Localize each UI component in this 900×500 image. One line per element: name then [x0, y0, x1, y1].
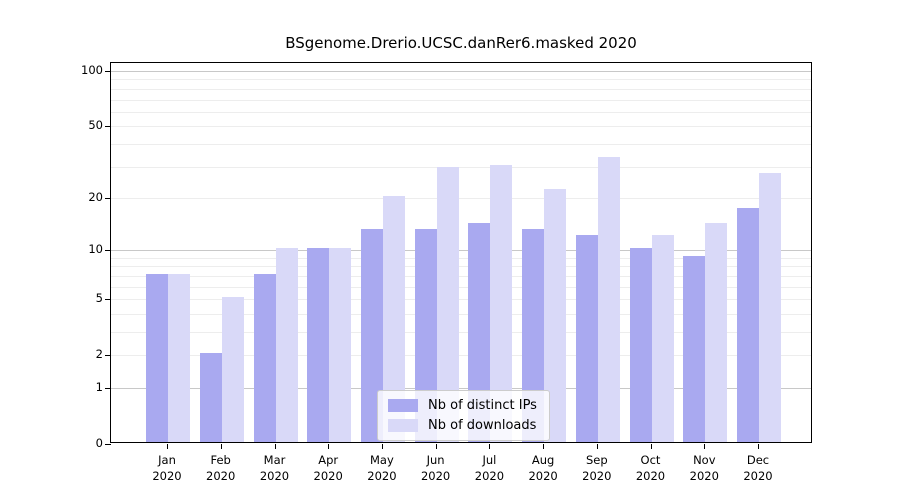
- y-tick-mark: [105, 299, 111, 301]
- bar-downloads: [651, 234, 674, 442]
- gridline-minor: [111, 275, 811, 277]
- x-tick-label: May 2020: [367, 453, 397, 483]
- bar-distinct-ips: [522, 228, 545, 442]
- x-tick-mark: [758, 444, 759, 449]
- x-tick-mark: [704, 444, 706, 449]
- x-tick-label: Feb 2020: [206, 453, 236, 483]
- y-tick-label: 10: [88, 242, 103, 257]
- bar-downloads: [597, 157, 620, 442]
- bar-distinct-ips: [360, 228, 383, 442]
- bar-downloads: [544, 188, 567, 442]
- bar-downloads: [329, 248, 352, 442]
- plot-area: Nb of distinct IPs Nb of downloads: [105, 62, 812, 445]
- y-tick-label: 1: [95, 380, 103, 394]
- legend: Nb of distinct IPs Nb of downloads: [377, 390, 550, 441]
- legend-entry-downloads: Nb of downloads: [388, 418, 537, 433]
- y-tick-label: 5: [95, 291, 103, 306]
- bar-downloads: [221, 297, 244, 442]
- x-tick-mark: [274, 444, 276, 449]
- legend-entry-distinct-ips: Nb of distinct IPs: [388, 398, 537, 413]
- legend-label-downloads: Nb of downloads: [428, 418, 537, 433]
- legend-swatch-distinct-ips: [388, 399, 418, 412]
- x-tick-mark: [435, 444, 437, 449]
- y-tick-label: 20: [88, 189, 103, 204]
- x-tick-mark: [596, 444, 598, 449]
- gridline-minor: [111, 257, 811, 259]
- bar-downloads: [168, 273, 190, 442]
- x-tick-mark: [167, 444, 168, 449]
- bar-distinct-ips: [146, 273, 168, 442]
- y-tick-mark: [105, 250, 111, 252]
- gridline-minor: [111, 266, 811, 268]
- x-tick-label: Mar 2020: [259, 453, 290, 483]
- x-tick-label: Jun 2020: [420, 453, 451, 483]
- gridline-minor: [111, 286, 811, 288]
- y-tick-mark: [105, 444, 111, 445]
- gridline-minor: [111, 332, 811, 333]
- legend-label-distinct-ips: Nb of distinct IPs: [428, 398, 537, 413]
- x-tick-mark: [650, 444, 652, 449]
- gridline-major: [111, 388, 811, 389]
- bar-distinct-ips: [683, 255, 706, 442]
- bar-distinct-ips: [468, 223, 491, 442]
- bar-downloads: [382, 195, 405, 442]
- bar-downloads: [490, 164, 513, 442]
- gridline-minor: [111, 88, 811, 90]
- x-tick-label: Nov 2020: [689, 453, 719, 483]
- y-tick-label: 2: [95, 347, 103, 362]
- x-tick-label: Dec 2020: [743, 453, 773, 483]
- y-tick-label: 100: [81, 63, 103, 77]
- y-tick-mark: [105, 71, 111, 72]
- gridline-minor: [111, 79, 811, 81]
- gridline-minor: [111, 111, 811, 113]
- y-tick-mark: [105, 388, 111, 389]
- y-tick-mark: [105, 197, 111, 199]
- x-tick-label: Jul 2020: [474, 453, 505, 483]
- bar-downloads: [275, 248, 298, 442]
- gridline-minor: [111, 197, 811, 199]
- bar-distinct-ips: [629, 248, 652, 442]
- gridline-minor: [111, 166, 811, 168]
- x-tick-mark: [489, 444, 491, 449]
- y-tick-mark: [105, 126, 111, 128]
- x-tick-label: Aug 2020: [528, 453, 558, 483]
- gridline-major: [111, 250, 811, 252]
- x-tick-mark: [381, 444, 383, 449]
- bar-downloads: [759, 172, 781, 442]
- bar-distinct-ips: [737, 208, 759, 442]
- x-tick-mark: [220, 444, 222, 449]
- x-tick-label: Sep 2020: [582, 453, 612, 483]
- bar-distinct-ips: [307, 248, 330, 442]
- bar-distinct-ips: [199, 353, 222, 442]
- bar-distinct-ips: [253, 273, 276, 442]
- gridline-minor: [111, 299, 811, 301]
- gridline-minor: [111, 99, 811, 101]
- bar-distinct-ips: [414, 228, 437, 442]
- x-tick-label: Jan 2020: [152, 453, 182, 483]
- x-tick-mark: [328, 444, 330, 449]
- bar-distinct-ips: [575, 234, 598, 442]
- chart-title: BSgenome.Drerio.UCSC.danRer6.masked 2020: [285, 34, 637, 52]
- bar-downloads: [705, 223, 728, 442]
- x-tick-label: Apr 2020: [313, 453, 343, 483]
- x-tick-mark: [543, 444, 545, 449]
- y-tick-mark: [105, 355, 111, 357]
- legend-swatch-downloads: [388, 419, 418, 432]
- x-tick-label: Oct 2020: [635, 453, 666, 483]
- gridline-minor: [111, 355, 811, 357]
- gridline-minor: [111, 126, 811, 128]
- y-tick-label: 50: [88, 118, 103, 133]
- gridline-minor: [111, 313, 811, 315]
- bar-downloads: [436, 167, 459, 442]
- y-tick-label: 0: [95, 436, 103, 450]
- gridline-minor: [111, 143, 811, 145]
- gridline-major: [111, 71, 811, 72]
